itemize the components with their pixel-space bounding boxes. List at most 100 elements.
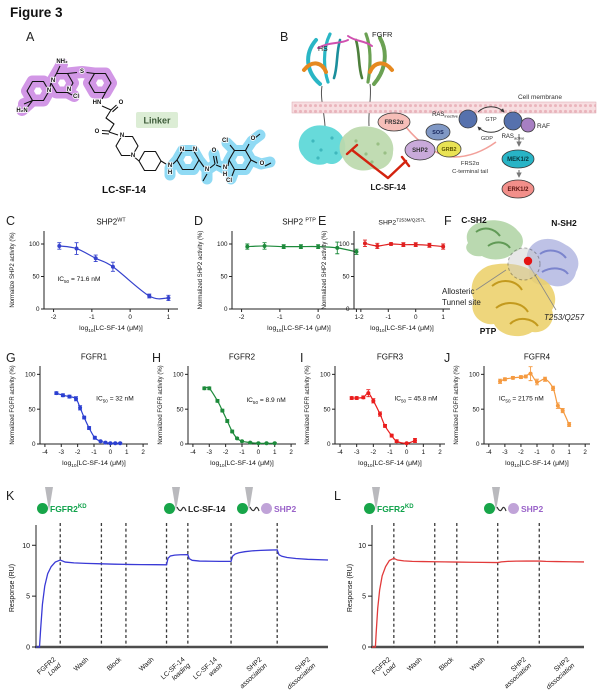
x-tick-label: 1	[355, 314, 359, 321]
data-point	[354, 396, 359, 401]
data-point	[54, 391, 59, 396]
grb2-node	[436, 140, 462, 158]
panel-j-label: J	[444, 351, 451, 365]
green-protein-dot-icon	[164, 503, 175, 514]
purple-protein-dot-icon	[508, 503, 519, 514]
pipette-tip-icon	[172, 487, 180, 511]
data-point	[502, 377, 507, 382]
mutation-site-dot	[523, 256, 533, 266]
x-tick-label: -4	[486, 449, 492, 456]
panel-k-sensorgram: 0 5 10 Response (RU) FGFR2 Load Wash Block Wash L…	[4, 487, 340, 695]
fgfr1-dose-chart: 0 50 100 -4 -3 -2 -1 0 1 2 FGFR1 Normalized FGFR ac…	[10, 353, 148, 469]
data-point	[349, 396, 354, 401]
data-point	[207, 386, 212, 391]
compound-name: LC-SF-14	[102, 185, 146, 196]
y-tick-label: 100	[29, 241, 40, 248]
y-tick-label: 5	[362, 594, 366, 601]
allosteric-label-1: Allosteric	[442, 287, 474, 296]
shp2-structure-diagram: C-SH2 N-SH2 PTP Allosteric Tunnel site T…	[442, 215, 585, 337]
x-tick-label: 0	[109, 449, 113, 456]
ic50-annotation: IC50 = 32 nM	[96, 395, 134, 403]
x-tick-label: -2	[518, 449, 524, 456]
atom-label: Cl	[222, 138, 228, 144]
panel-l-label: L	[334, 489, 341, 503]
pathway-nodes: FRS2α SHP2 SOS GRB2 MEK1/2 ERK1/2	[377, 112, 535, 199]
x-tick-label: 0	[551, 449, 555, 456]
pipette-tip-icon	[492, 487, 500, 511]
data-point	[555, 403, 560, 408]
atom-label: N	[205, 167, 209, 173]
x-tick-label: -1	[91, 449, 97, 456]
erk-node	[501, 179, 535, 199]
atom-label: H	[168, 170, 172, 176]
axes	[334, 366, 445, 445]
data-point	[523, 374, 528, 379]
fgfr-kinase-blob	[339, 126, 394, 171]
chart-title: SHP2 PTP	[282, 218, 316, 227]
data-point	[361, 395, 366, 400]
x-axis-label: log10[LC-SF-14 (μM)]	[267, 325, 331, 334]
data-point	[543, 377, 548, 382]
x-tick-label: 1	[422, 449, 426, 456]
panel-l-sensorgram: 0 5 10 Response (RU) FGFR2 Load Wash Block Wash S…	[342, 487, 598, 695]
data-point	[248, 440, 253, 445]
panel-j-chart: 0 50 100 -4 -3 -2 -1 0 1 2 FGFR4 Normalized FGFR ac…	[450, 350, 598, 488]
y-tick-label: 100	[25, 372, 36, 379]
panel-b-label: B	[280, 30, 289, 44]
x-tick-label: -3	[502, 449, 508, 456]
data-point	[113, 441, 118, 446]
data-point	[57, 243, 62, 248]
green-protein-dot-icon	[37, 503, 48, 514]
ras-active-node	[503, 111, 523, 131]
data-point	[264, 441, 269, 446]
cell-membrane-band	[291, 101, 597, 114]
data-point	[225, 419, 230, 424]
axes	[43, 231, 178, 310]
phase-label-line1: Wash	[469, 656, 487, 673]
data-point	[235, 436, 240, 441]
atom-label: H₂N	[16, 108, 27, 114]
fgfr4-dose-chart: 0 50 100 -4 -3 -2 -1 0 1 2 FGFR4 Normalized FGFR ac…	[454, 353, 590, 469]
y-axis-label: Normalized SHP2 activity (%)	[322, 231, 328, 310]
shp2-surface-blob	[298, 125, 346, 165]
data-point	[535, 380, 539, 385]
nsh2-domain-blob	[526, 238, 579, 287]
panel-b-pathway: HS FGFR Cell membrane FRS2α C-terminal t…	[288, 26, 600, 214]
y-axis-label: Normalized FGFR activity (%)	[10, 365, 16, 444]
x-tick-label: 2	[289, 449, 293, 456]
y-tick-label: 100	[320, 372, 331, 379]
x-tick-label: 1	[441, 314, 445, 321]
y-axis-label: Response (RU)	[9, 564, 16, 612]
data-point	[427, 243, 432, 248]
allosteric-label-2: Tunnel site	[442, 298, 481, 307]
gtp-arrow	[477, 106, 505, 113]
data-point	[230, 429, 235, 434]
atom-label: O	[95, 129, 100, 135]
x-tick-label: -2	[223, 449, 229, 456]
x-tick-label: 1	[273, 449, 277, 456]
x-tick-label: 1	[125, 449, 129, 456]
ras-state-labels: RASinactive RASactive	[432, 112, 525, 141]
chart-title: FGFR2	[229, 353, 256, 362]
data-point	[147, 294, 152, 298]
x-tick-label: -1	[239, 449, 245, 456]
x-tick-label: 2	[141, 449, 145, 456]
data-point	[166, 295, 171, 300]
x-axis-label: log10[LC-SF-14 (μM)]	[370, 325, 434, 334]
x-tick-label: -3	[354, 449, 360, 456]
x-tick-label: 2	[438, 449, 442, 456]
x-axis-label: log10[LC-SF-14 (μM)]	[62, 460, 126, 469]
y-tick-label: 0	[327, 441, 331, 448]
data-point	[560, 408, 565, 413]
csh2-ribbon	[475, 227, 511, 249]
injection-annotation: LC-SF-14	[162, 487, 252, 519]
y-tick-label: 0	[362, 645, 366, 652]
injection-label: SHP2	[274, 503, 297, 514]
ptp-domain-blob	[471, 263, 556, 337]
linker-squiggle-icon	[176, 506, 187, 511]
x-axis-label: log10[LC-SF-14 (μM)]	[358, 460, 422, 469]
axes	[483, 366, 590, 445]
